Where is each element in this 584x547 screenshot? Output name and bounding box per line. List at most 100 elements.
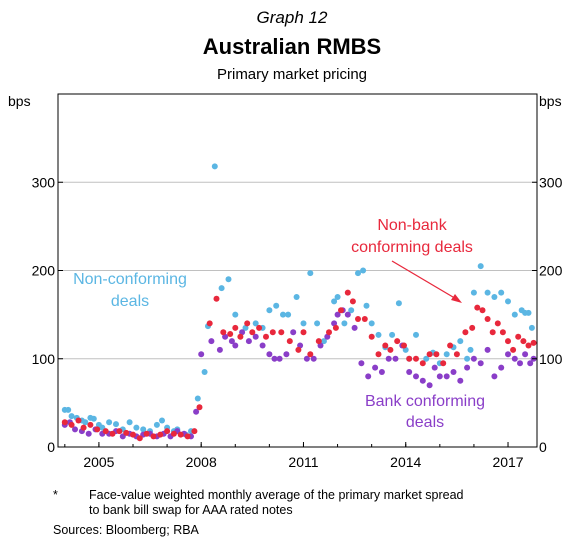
point-non_conforming xyxy=(133,424,140,431)
point-non_conforming xyxy=(293,294,300,300)
point-non_conforming xyxy=(505,298,511,305)
annotation-non_conforming: Non-conforming xyxy=(73,271,187,288)
point-nonbank_conforming xyxy=(505,338,511,345)
point-nonbank_conforming xyxy=(157,431,164,438)
point-bank_conforming xyxy=(392,355,399,362)
point-bank_conforming xyxy=(276,355,283,362)
y-tick-label-right: 200 xyxy=(539,263,563,279)
point-non_conforming xyxy=(106,419,113,426)
point-non_conforming xyxy=(389,331,396,338)
point-bank_conforming xyxy=(426,382,433,389)
point-non_conforming xyxy=(491,294,498,300)
y-tick-label-right: 100 xyxy=(539,351,563,367)
point-bank_conforming xyxy=(450,369,457,375)
point-non_conforming xyxy=(528,324,535,331)
annotation-bank_conforming: Bank conforming xyxy=(365,393,485,410)
point-nonbank_conforming xyxy=(102,428,109,435)
footnote-line-2: to bank bill swap for AAA rated notes xyxy=(89,503,293,517)
point-bank_conforming xyxy=(457,377,464,384)
point-non_conforming xyxy=(413,331,419,338)
point-bank_conforming xyxy=(252,333,259,340)
x-tick-label: 2011 xyxy=(288,454,318,470)
point-nonbank_conforming xyxy=(499,329,506,336)
point-non_conforming xyxy=(300,320,307,327)
point-nonbank_conforming xyxy=(433,351,440,358)
point-bank_conforming xyxy=(517,360,523,367)
point-bank_conforming xyxy=(290,329,297,336)
point-nonbank_conforming xyxy=(530,339,537,346)
point-bank_conforming xyxy=(208,338,215,345)
point-non_conforming xyxy=(242,324,249,331)
point-nonbank_conforming xyxy=(278,329,285,336)
point-non_conforming xyxy=(360,267,367,274)
chart-title: Australian RMBS xyxy=(202,34,382,59)
point-non_conforming xyxy=(90,415,97,422)
point-bank_conforming xyxy=(331,320,338,327)
point-nonbank_conforming xyxy=(368,333,375,340)
point-non_conforming xyxy=(341,320,348,327)
point-nonbank_conforming xyxy=(479,307,486,314)
point-non_conforming xyxy=(314,320,321,327)
point-non_conforming xyxy=(457,338,464,345)
point-nonbank_conforming xyxy=(80,424,87,431)
point-bank_conforming xyxy=(406,369,413,375)
arrow-line xyxy=(391,260,459,301)
point-nonbank_conforming xyxy=(382,342,389,349)
point-nonbank_conforming xyxy=(206,320,213,327)
point-bank_conforming xyxy=(351,324,358,331)
point-nonbank_conforming xyxy=(326,329,332,336)
point-nonbank_conforming xyxy=(474,304,481,311)
y-tick-label-left: 200 xyxy=(32,263,56,279)
annotation-non_conforming: deals xyxy=(111,293,149,310)
point-bank_conforming xyxy=(477,360,484,367)
point-non_conforming xyxy=(280,311,286,318)
point-nonbank_conforming xyxy=(453,351,460,358)
point-bank_conforming xyxy=(266,351,273,358)
point-bank_conforming xyxy=(419,377,426,384)
point-nonbank_conforming xyxy=(355,316,361,322)
point-nonbank_conforming xyxy=(332,324,339,331)
point-bank_conforming xyxy=(522,351,529,358)
point-bank_conforming xyxy=(443,373,450,380)
point-bank_conforming xyxy=(232,342,239,349)
point-non_conforming xyxy=(368,320,375,327)
point-non_conforming xyxy=(467,346,474,353)
point-nonbank_conforming xyxy=(401,342,407,349)
x-tick-label: 2017 xyxy=(492,454,523,470)
gridlines xyxy=(58,181,537,360)
point-nonbank_conforming xyxy=(143,430,150,437)
point-bank_conforming xyxy=(413,373,419,380)
point-nonbank_conforming xyxy=(394,338,401,345)
point-bank_conforming xyxy=(358,360,365,367)
point-bank_conforming xyxy=(464,364,471,371)
annotation-bank_conforming: deals xyxy=(406,414,444,431)
point-bank_conforming xyxy=(85,430,92,437)
point-nonbank_conforming xyxy=(489,329,496,336)
point-bank_conforming xyxy=(245,338,252,345)
arrow-head xyxy=(451,294,462,303)
footnote-marker: * xyxy=(53,488,58,502)
point-non_conforming xyxy=(307,270,314,277)
point-non_conforming xyxy=(211,163,218,170)
point-nonbank_conforming xyxy=(344,289,351,296)
point-non_conforming xyxy=(348,307,355,314)
annotation-nonbank_conforming: Non-bank xyxy=(377,217,447,234)
point-nonbank_conforming xyxy=(349,298,356,305)
point-nonbank_conforming xyxy=(462,329,469,336)
point-nonbank_conforming xyxy=(440,360,447,367)
point-non_conforming xyxy=(68,413,75,420)
point-nonbank_conforming xyxy=(123,429,130,436)
point-nonbank_conforming xyxy=(220,329,227,336)
point-nonbank_conforming xyxy=(375,351,382,358)
point-nonbank_conforming xyxy=(94,426,101,433)
annotations: Non-conforming deals Non-bank conforming de… xyxy=(73,217,485,431)
y-tick-label-left: 100 xyxy=(32,351,56,367)
y-unit-left: bps xyxy=(8,93,31,109)
point-bank_conforming xyxy=(72,426,78,433)
point-nonbank_conforming xyxy=(227,331,234,337)
point-non_conforming xyxy=(225,276,232,283)
point-nonbank_conforming xyxy=(269,329,276,336)
point-non_conforming xyxy=(395,300,402,307)
point-nonbank_conforming xyxy=(237,333,244,340)
annotation-nonbank_conforming: conforming deals xyxy=(351,239,473,256)
